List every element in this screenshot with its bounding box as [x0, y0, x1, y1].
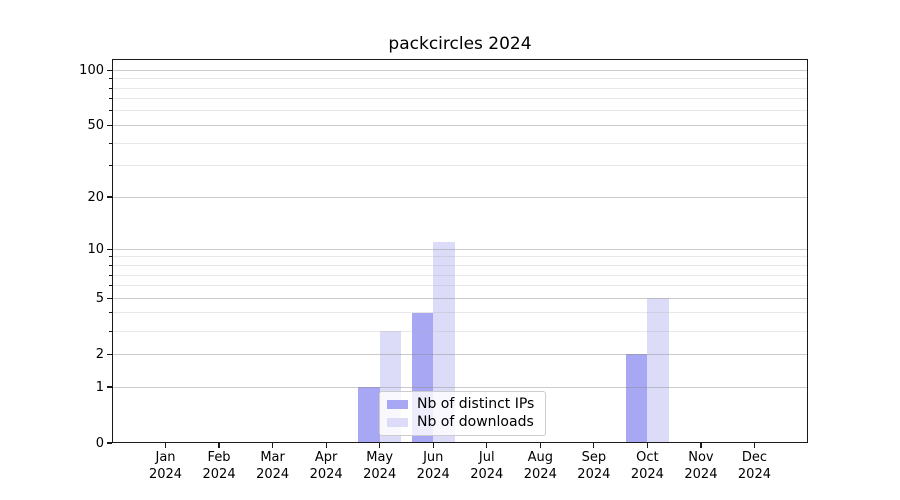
y-tick-label: 50	[87, 117, 104, 133]
y-axis-minor-tick	[109, 285, 112, 287]
x-tick-label: Jul 2024	[470, 450, 504, 482]
y-axis-minor-tick	[109, 265, 112, 266]
y-axis-minor-tick	[109, 274, 112, 276]
y-axis-minor-tick	[109, 256, 112, 258]
grid-line-major	[112, 248, 808, 250]
x-tick-label: Jan 2024	[148, 450, 183, 482]
x-axis-tick	[325, 443, 327, 448]
y-axis-major-tick	[107, 196, 112, 198]
grid-line-minor	[112, 78, 808, 80]
x-tick-label: Sep 2024	[577, 450, 611, 482]
x-axis-tick	[486, 443, 488, 448]
y-tick-label: 20	[87, 189, 104, 205]
y-axis-minor-tick	[109, 98, 112, 100]
legend-label-downloads: Nb of downloads	[417, 414, 534, 430]
grid-line-major	[112, 69, 808, 71]
x-axis-tick	[164, 443, 167, 448]
grid-line-minor	[112, 256, 808, 258]
x-tick-label: Mar 2024	[256, 450, 290, 482]
grid-line-minor	[112, 274, 808, 276]
plot-area	[112, 59, 808, 443]
grid-line-major	[112, 196, 808, 198]
legend: Nb of distinct IPs Nb of downloads	[379, 391, 546, 436]
chart-title: packcircles 2024	[388, 34, 532, 54]
x-tick-label: May 2024	[363, 450, 397, 482]
y-axis-major-tick	[107, 69, 112, 71]
grid-line-minor	[112, 165, 808, 167]
grid-line-major	[112, 353, 808, 355]
x-tick-label: Dec 2024	[737, 450, 771, 482]
grid-line-minor	[112, 312, 808, 314]
y-axis-major-tick	[107, 353, 112, 355]
x-axis-tick	[753, 443, 756, 448]
grid-line-major	[112, 124, 808, 126]
bar-ips-oct	[625, 354, 648, 443]
grid-layer	[112, 59, 808, 443]
y-axis-minor-tick	[109, 78, 112, 80]
y-tick-label: 0	[95, 435, 104, 451]
x-tick-label: Jun 2024	[416, 450, 450, 482]
y-tick-label: 10	[87, 241, 104, 257]
x-axis-tick	[379, 443, 381, 448]
y-tick-label: 1	[95, 379, 104, 395]
y-axis-minor-tick	[109, 165, 112, 167]
x-tick-label: Aug 2024	[523, 450, 557, 482]
legend-swatch-downloads	[387, 418, 408, 427]
y-axis-minor-tick	[109, 330, 112, 332]
grid-line-minor	[112, 110, 808, 112]
x-axis-tick	[646, 443, 648, 448]
x-tick-label: Nov 2024	[684, 450, 718, 482]
bar-downloads-oct	[647, 298, 669, 443]
y-tick-label: 100	[79, 62, 104, 78]
y-axis-minor-tick	[109, 312, 112, 314]
y-tick-label: 2	[95, 346, 104, 362]
legend-item-downloads: Nb of downloads	[387, 415, 537, 430]
y-axis-major-tick	[107, 297, 112, 299]
y-axis-minor-tick	[109, 110, 112, 112]
grid-line-minor	[112, 265, 808, 266]
grid-line-minor	[112, 87, 808, 89]
x-tick-label: Apr 2024	[309, 450, 343, 482]
y-axis-minor-tick	[109, 142, 112, 144]
y-axis-major-tick	[107, 442, 112, 444]
grid-line-minor	[112, 285, 808, 287]
x-axis-tick	[272, 443, 274, 448]
y-axis-major-tick	[107, 386, 112, 388]
y-tick-label: 5	[95, 290, 104, 306]
grid-line-major	[112, 386, 808, 388]
legend-swatch-ips	[387, 400, 408, 409]
x-axis-tick	[593, 443, 595, 448]
x-axis-tick	[539, 443, 541, 448]
x-tick-label: Oct 2024	[630, 450, 664, 482]
bar-ips-may	[358, 387, 380, 443]
x-tick-label: Feb 2024	[202, 450, 236, 482]
y-axis-major-tick	[107, 124, 112, 126]
y-axis-minor-tick	[109, 87, 112, 89]
x-axis-tick	[700, 443, 702, 448]
x-axis-tick	[432, 443, 434, 448]
grid-line-major	[112, 297, 808, 299]
grid-line-minor	[112, 330, 808, 332]
legend-item-distinct-ips: Nb of distinct IPs	[387, 397, 537, 412]
x-axis-tick	[218, 443, 220, 448]
grid-line-minor	[112, 142, 808, 144]
grid-line-minor	[112, 98, 808, 100]
legend-label-distinct-ips: Nb of distinct IPs	[417, 396, 535, 412]
y-axis-major-tick	[107, 248, 112, 250]
